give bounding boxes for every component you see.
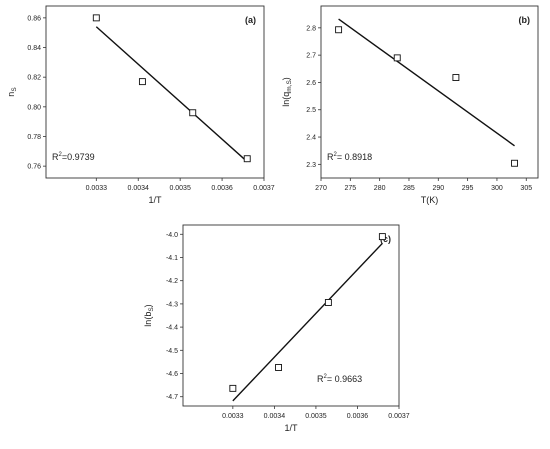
x-tick-label: 280 — [374, 185, 386, 192]
x-tick-label: 270 — [315, 185, 327, 192]
data-point — [243, 155, 251, 163]
y-tick-label: 2.4 — [306, 135, 316, 142]
y-tick-label: 0.82 — [27, 75, 41, 82]
y-tick-label: 0.84 — [27, 45, 41, 52]
plot-frame — [320, 5, 539, 179]
x-tick-label: 0.0035 — [305, 413, 327, 420]
data-point — [335, 26, 343, 34]
panel-label: (a) — [245, 15, 256, 25]
x-axis-label: 1/T — [148, 195, 162, 205]
y-tick-label: 2.5 — [306, 107, 316, 114]
y-tick-label: -4.2 — [166, 278, 178, 285]
x-tick-label: 305 — [520, 185, 532, 192]
y-tick-label: -4.3 — [166, 301, 178, 308]
chart-panel-1: 0.0033 0.0034 0.0035 0.0036 0.0037 0.76 0.78 0.… — [6, 5, 275, 205]
y-tick-label: -4.1 — [166, 255, 178, 262]
plot-frame — [182, 224, 400, 407]
x-tick-label: 0.0033 — [86, 185, 108, 192]
y-tick-label: 0.78 — [27, 134, 41, 141]
x-tick-label: 0.0037 — [388, 413, 410, 420]
chart-panel-2: 270 275 280 285 290 295 300 305 2.3 2.4 2.5 2.6 2.7 2… — [281, 5, 539, 205]
x-tick-label: 0.0034 — [264, 413, 286, 420]
fit-line — [232, 242, 383, 402]
panel-label: (b) — [519, 15, 531, 25]
r-squared-label: R2= 0.8918 — [327, 152, 372, 162]
data-point — [324, 299, 332, 306]
x-tick-label: 295 — [462, 185, 474, 192]
x-tick-label: 0.0037 — [253, 185, 275, 192]
r-squared-label: R2=0.9739 — [52, 152, 95, 162]
data-point — [452, 74, 460, 81]
y-tick-label: 0.76 — [27, 164, 41, 171]
y-tick-label: -4.0 — [166, 232, 178, 239]
y-tick-label: 2.3 — [306, 162, 316, 169]
data-point — [138, 78, 146, 86]
x-tick-label: 0.0033 — [222, 413, 244, 420]
data-point — [92, 14, 100, 22]
x-axis-label: 1/T — [284, 423, 298, 433]
x-tick-label: 0.0036 — [347, 413, 369, 420]
x-tick-label: 0.0036 — [211, 185, 233, 192]
fit-line — [338, 18, 515, 147]
data-point — [378, 233, 386, 241]
y-tick-label: 2.6 — [306, 80, 316, 87]
x-tick-label: 275 — [344, 185, 356, 192]
y-axis-label: nS — [6, 87, 18, 97]
y-tick-label: -4.7 — [166, 394, 178, 401]
y-tick-label: -4.4 — [166, 325, 178, 332]
data-point — [189, 109, 197, 117]
fit-line — [95, 26, 248, 163]
data-point — [229, 384, 237, 392]
r-squared-label: R2= 0.9663 — [317, 374, 362, 384]
x-tick-label: 285 — [403, 185, 415, 192]
y-tick-label: -4.6 — [166, 371, 178, 378]
x-tick-label: 290 — [432, 185, 444, 192]
y-tick-label: -4.5 — [166, 348, 178, 355]
x-tick-label: 300 — [491, 185, 503, 192]
y-tick-label: 2.7 — [306, 53, 316, 60]
data-point — [275, 364, 282, 371]
data-point — [393, 54, 401, 62]
plot-frame — [45, 5, 265, 179]
y-axis-label: ln(bS) — [143, 304, 155, 326]
data-point — [511, 159, 518, 167]
x-tick-label: 0.0035 — [169, 185, 191, 192]
x-axis-label: T(K) — [421, 195, 439, 205]
x-tick-label: 0.0034 — [128, 185, 150, 192]
y-tick-label: 0.86 — [27, 15, 41, 22]
y-tick-label: 0.80 — [27, 104, 41, 111]
y-axis-label: ln(qm,S) — [281, 77, 293, 107]
y-tick-label: 2.8 — [306, 25, 316, 32]
chart-panel-3: 0.0033 0.0034 0.0035 0.0036 0.0037 -4.7 -4.6 -4… — [143, 224, 410, 433]
